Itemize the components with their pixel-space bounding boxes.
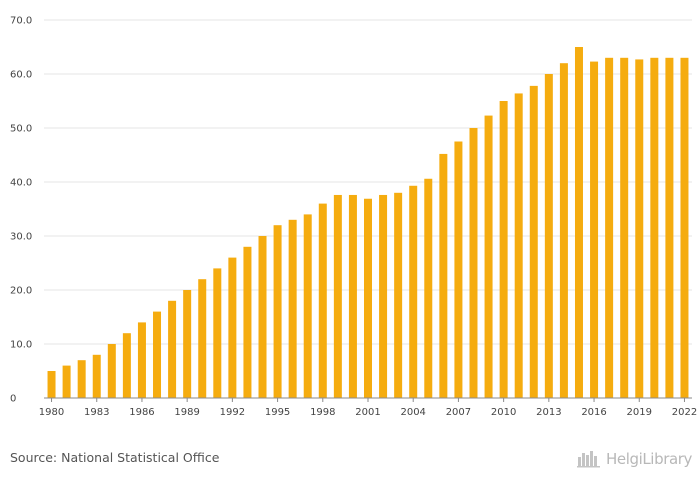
bar-1992 <box>228 257 237 398</box>
bar-1998 <box>318 203 327 398</box>
bar-2017 <box>605 57 614 399</box>
bar-1987 <box>153 311 162 398</box>
y-tick-label: 60.0 <box>10 70 32 81</box>
bar-1997 <box>303 214 312 398</box>
y-axis-labels: 0 10.0 20.0 30.0 40.0 50.0 60.0 70.0 <box>10 16 32 405</box>
bar-1999 <box>333 194 342 398</box>
bar-2014 <box>559 63 568 398</box>
x-tick-label: 1989 <box>174 407 199 418</box>
bar-2008 <box>469 128 478 398</box>
bar-2009 <box>484 115 493 398</box>
bar-1989 <box>183 290 192 398</box>
bar-1991 <box>213 268 222 398</box>
bar-2016 <box>590 61 599 398</box>
bar-2003 <box>394 192 403 398</box>
x-tick-label: 1980 <box>39 407 64 418</box>
y-tick-label: 10.0 <box>10 340 32 351</box>
x-tick-label: 2010 <box>491 407 516 418</box>
bar-2006 <box>439 153 448 398</box>
helgi-library-logo-icon <box>576 451 600 468</box>
bar-1981 <box>62 365 71 398</box>
x-tick-label: 2004 <box>400 407 425 418</box>
bar-2010 <box>499 101 508 398</box>
y-tick-label: 20.0 <box>10 286 32 297</box>
y-tick-label: 70.0 <box>10 16 32 27</box>
x-axis-labels: 1980 1983 1986 1989 1992 1995 1998 2001 2004 2007… <box>39 407 697 418</box>
x-tick-label: 1986 <box>129 407 154 418</box>
y-tick-label: 0 <box>10 394 16 405</box>
x-tick-label: 2007 <box>446 407 471 418</box>
x-tick-label: 1992 <box>220 407 245 418</box>
y-tick-label: 30.0 <box>10 232 32 243</box>
brand-name: HelgiLibrary <box>605 450 692 468</box>
x-tick-label: 2019 <box>627 407 652 418</box>
bar-1980 <box>47 371 56 398</box>
bar-2002 <box>379 194 388 398</box>
bar-1996 <box>288 219 297 398</box>
bar-1995 <box>273 225 282 398</box>
bar-2021 <box>665 57 674 399</box>
source-note: Source: National Statistical Office <box>10 450 220 465</box>
bar-1982 <box>77 360 86 398</box>
bar-2019 <box>635 59 644 399</box>
bar-2004 <box>409 185 418 398</box>
bar-1994 <box>258 236 267 398</box>
bar-2015 <box>574 47 583 398</box>
bar-2011 <box>514 93 523 398</box>
brand-watermark: HelgiLibrary <box>576 448 692 468</box>
bar-chart: 010.020.030.040.050.060.070.0 1980 1983 19… <box>10 16 697 419</box>
y-tick-label: 50.0 <box>10 124 32 135</box>
bar-1984 <box>107 344 116 398</box>
x-tick-label: 2016 <box>581 407 606 418</box>
bar-1985 <box>122 333 131 398</box>
bar-1990 <box>198 279 207 398</box>
x-tick-label: 1983 <box>84 407 109 418</box>
bar-1986 <box>137 322 146 398</box>
bar-2022 <box>680 57 689 399</box>
bar-2001 <box>364 198 372 398</box>
bar-2007 <box>454 141 463 398</box>
y-tick-label: 40.0 <box>10 178 32 189</box>
bar-2012 <box>529 85 538 398</box>
x-tick-label: 2001 <box>355 407 380 418</box>
bar-2005 <box>424 178 433 398</box>
bar-2020 <box>650 57 659 399</box>
x-tick-label: 1995 <box>265 407 290 418</box>
bar-1993 <box>243 246 252 398</box>
x-tick-label: 2013 <box>536 407 561 418</box>
bar-2000 <box>348 194 357 398</box>
x-tick-label: 2022 <box>672 407 697 418</box>
x-axis <box>44 397 692 402</box>
bar-2018 <box>620 57 629 399</box>
bar-1983 <box>92 354 101 398</box>
x-tick-label: 1998 <box>310 407 335 418</box>
bar-series <box>47 47 689 399</box>
bar-1988 <box>168 300 177 398</box>
bar-2013 <box>544 74 553 398</box>
